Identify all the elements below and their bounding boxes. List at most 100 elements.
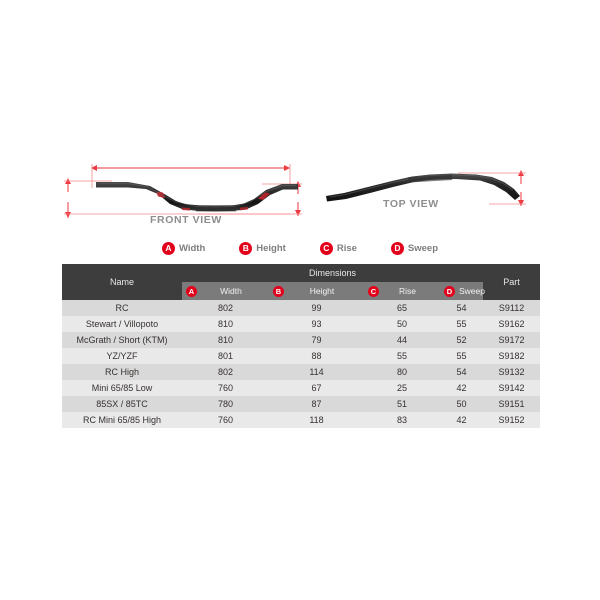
- column-header-sweep: D Sweep: [440, 282, 485, 300]
- legend-item-sweep: D Sweep: [390, 241, 439, 255]
- badge-b-icon: B: [273, 285, 284, 297]
- table-header-row-top: Name Dimensions Part: [62, 264, 541, 300]
- handlebar-accent-right: [258, 192, 270, 200]
- top-view-group: [326, 170, 526, 206]
- column-header-height-label: Height: [309, 286, 335, 296]
- cell-part-number: S9112: [483, 300, 541, 316]
- badge-b-icon: B: [239, 241, 253, 255]
- cell-rise: 80: [364, 364, 440, 380]
- column-header-rise: C Rise: [364, 282, 440, 300]
- cell-height: 114: [269, 364, 364, 380]
- column-header-width: A Width: [182, 282, 269, 300]
- cell-width: 760: [182, 412, 269, 428]
- handlebar-diagram: [0, 140, 600, 235]
- badge-c-icon: C: [319, 241, 333, 255]
- front-view-label: FRONT VIEW: [150, 214, 222, 226]
- cell-rise: 51: [364, 396, 440, 412]
- cell-sweep: 55: [440, 316, 484, 332]
- cell-model-name: Stewart / Villopoto: [62, 316, 182, 332]
- cell-height: 67: [269, 380, 364, 396]
- cell-sweep: 54: [440, 300, 484, 316]
- specification-table-container: Name Dimensions Part A Width B Hei: [62, 264, 541, 428]
- dimension-d-sweep: [458, 170, 526, 206]
- table-row: RC High 802 114 80 54 S9132: [62, 364, 541, 380]
- legend-item-height: B Height: [239, 241, 286, 255]
- handlebar-top-clamp-zone: [408, 174, 452, 183]
- column-header-height: B Height: [269, 282, 364, 300]
- badge-c-icon: C: [368, 285, 379, 297]
- table-row: Mini 65/85 Low 760 67 25 42 S9142: [62, 380, 541, 396]
- cell-rise: 83: [364, 412, 440, 428]
- dimension-legend: A Width B Height C Rise D Sweep: [0, 238, 600, 258]
- cell-sweep: 42: [440, 380, 484, 396]
- badge-d-icon: D: [444, 285, 455, 297]
- legend-label-width: Width: [178, 242, 206, 254]
- cell-width: 780: [182, 396, 269, 412]
- cell-model-name: 85SX / 85TC: [62, 396, 182, 412]
- column-header-part: Part: [483, 264, 541, 300]
- cell-width: 760: [182, 380, 269, 396]
- legend-label-height: Height: [256, 242, 286, 254]
- cell-sweep: 55: [440, 348, 484, 364]
- cell-model-name: Mini 65/85 Low: [62, 380, 182, 396]
- table-row: YZ/YZF 801 88 55 55 S9182: [62, 348, 541, 364]
- cell-rise: 50: [364, 316, 440, 332]
- cell-width: 801: [182, 348, 269, 364]
- handlebar-front-silhouette: [96, 182, 298, 212]
- badge-d-icon: D: [390, 241, 404, 255]
- cell-part-number: S9151: [483, 396, 541, 412]
- cell-width: 810: [182, 332, 269, 348]
- cell-model-name: RC High: [62, 364, 182, 380]
- legend-label-sweep: Sweep: [407, 242, 439, 254]
- cell-width: 802: [182, 364, 269, 380]
- cell-part-number: S9142: [483, 380, 541, 396]
- cell-height: 118: [269, 412, 364, 428]
- legend-label-rise: Rise: [336, 242, 357, 254]
- column-header-name: Name: [62, 264, 182, 300]
- cell-part-number: S9172: [483, 332, 541, 348]
- table-head: Name Dimensions Part A Width B Hei: [62, 264, 541, 300]
- column-header-width-label: Width: [220, 286, 242, 296]
- table-row: 85SX / 85TC 780 87 51 50 S9151: [62, 396, 541, 412]
- cell-model-name: YZ/YZF: [62, 348, 182, 364]
- legend-item-width: A Width: [161, 241, 206, 255]
- handlebar-accent-center-right: [240, 207, 248, 211]
- legend-item-rise: C Rise: [319, 241, 357, 255]
- badge-a-icon: A: [186, 285, 197, 297]
- cell-height: 99: [269, 300, 364, 316]
- table-body: RC 802 99 65 54 S9112 Stewart / Villopoto 810 93…: [62, 300, 541, 428]
- cell-height: 88: [269, 348, 364, 364]
- cell-sweep: 54: [440, 364, 484, 380]
- column-header-sweep-label: Sweep: [459, 286, 485, 296]
- cell-part-number: S9152: [483, 412, 541, 428]
- table-row: Stewart / Villopoto 810 93 50 55 S9162: [62, 316, 541, 332]
- cell-rise: 25: [364, 380, 440, 396]
- column-header-rise-label: Rise: [398, 286, 416, 296]
- table-row: McGrath / Short (KTM) 810 79 44 52 S9172: [62, 332, 541, 348]
- cell-sweep: 50: [440, 396, 484, 412]
- top-view-label: TOP VIEW: [383, 198, 439, 210]
- cell-model-name: RC Mini 65/85 High: [62, 412, 182, 428]
- table-header-row-sub: A Width B Height C Rise: [62, 282, 540, 300]
- cell-model-name: McGrath / Short (KTM): [62, 332, 182, 348]
- cell-height: 87: [269, 396, 364, 412]
- cell-rise: 55: [364, 348, 440, 364]
- specification-table: Name Dimensions Part A Width B Hei: [62, 264, 541, 428]
- cell-width: 810: [182, 316, 269, 332]
- cell-width: 802: [182, 300, 269, 316]
- cell-rise: 65: [364, 300, 440, 316]
- cell-sweep: 52: [440, 332, 484, 348]
- column-group-header-dimensions: Dimensions: [182, 264, 484, 282]
- cell-height: 93: [269, 316, 364, 332]
- cell-part-number: S9132: [483, 364, 541, 380]
- table-row: RC Mini 65/85 High 760 118 83 42 S9152: [62, 412, 541, 428]
- handlebar-front-highlight: [100, 182, 296, 208]
- badge-a-icon: A: [161, 241, 175, 255]
- cell-height: 79: [269, 332, 364, 348]
- handlebar-accent-center-left: [182, 207, 190, 211]
- cell-sweep: 42: [440, 412, 484, 428]
- cell-part-number: S9162: [483, 316, 541, 332]
- cell-model-name: RC: [62, 300, 182, 316]
- front-view-group: [64, 164, 302, 218]
